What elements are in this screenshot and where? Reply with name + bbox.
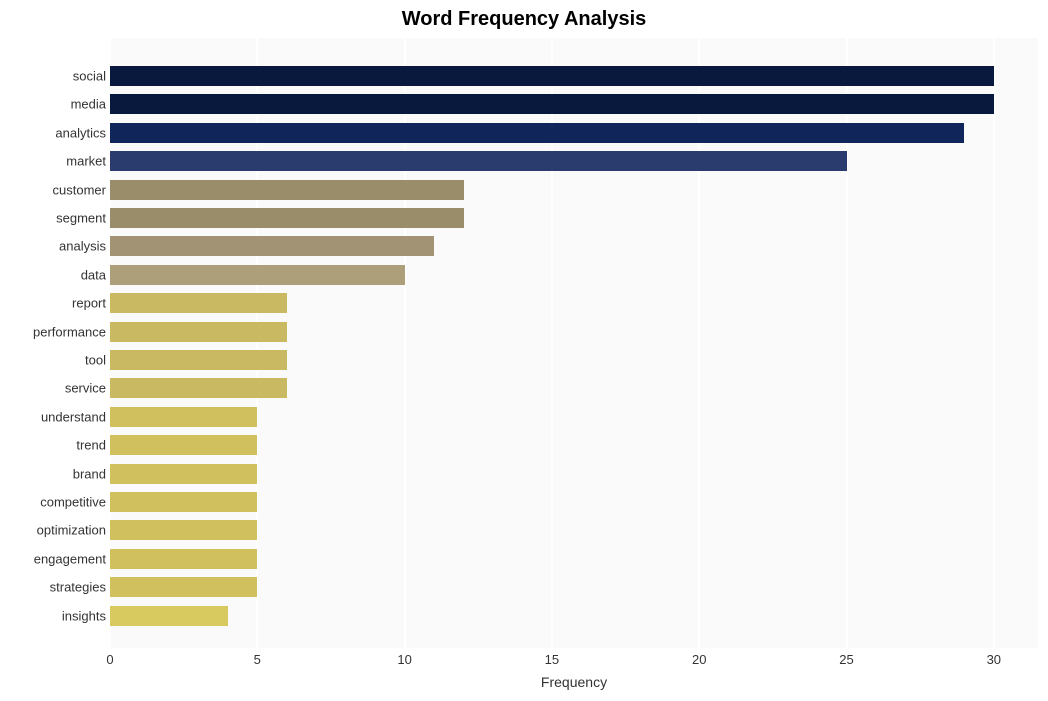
- bar: [110, 123, 964, 143]
- y-tick-label: strategies: [6, 580, 106, 595]
- y-tick-label: social: [6, 69, 106, 84]
- y-tick-label: understand: [6, 409, 106, 424]
- bar: [110, 94, 994, 114]
- bar: [110, 265, 405, 285]
- y-tick-label: customer: [6, 182, 106, 197]
- bar: [110, 577, 257, 597]
- y-tick-label: tool: [6, 353, 106, 368]
- y-tick-label: segment: [6, 211, 106, 226]
- y-tick-label: trend: [6, 438, 106, 453]
- bar: [110, 549, 257, 569]
- y-tick-label: market: [6, 154, 106, 169]
- chart-title: Word Frequency Analysis: [0, 8, 1048, 31]
- grid-line: [993, 38, 995, 648]
- y-tick-label: optimization: [6, 523, 106, 538]
- y-tick-label: insights: [6, 608, 106, 623]
- x-tick-label: 20: [692, 652, 706, 667]
- x-tick-label: 5: [254, 652, 261, 667]
- bar: [110, 293, 287, 313]
- y-tick-label: service: [6, 381, 106, 396]
- y-tick-label: performance: [6, 324, 106, 339]
- bar: [110, 435, 257, 455]
- y-tick-label: competitive: [6, 495, 106, 510]
- bar: [110, 606, 228, 626]
- x-tick-label: 0: [106, 652, 113, 667]
- bar: [110, 350, 287, 370]
- bar: [110, 492, 257, 512]
- y-tick-label: engagement: [6, 551, 106, 566]
- x-tick-label: 25: [839, 652, 853, 667]
- chart-container: Word Frequency Analysis social media analy…: [0, 0, 1048, 701]
- bar: [110, 208, 464, 228]
- x-tick-label: 10: [397, 652, 411, 667]
- plot-area: [110, 38, 1038, 648]
- bar: [110, 322, 287, 342]
- bar: [110, 180, 464, 200]
- bar: [110, 151, 847, 171]
- y-tick-label: brand: [6, 466, 106, 481]
- bar: [110, 378, 287, 398]
- bar: [110, 66, 994, 86]
- bar: [110, 236, 434, 256]
- y-tick-label: analytics: [6, 125, 106, 140]
- y-tick-label: data: [6, 267, 106, 282]
- y-tick-label: analysis: [6, 239, 106, 254]
- x-tick-label: 15: [545, 652, 559, 667]
- x-tick-label: 30: [987, 652, 1001, 667]
- bar: [110, 407, 257, 427]
- y-tick-label: report: [6, 296, 106, 311]
- bar: [110, 520, 257, 540]
- x-axis-label: Frequency: [110, 674, 1038, 690]
- y-tick-label: media: [6, 97, 106, 112]
- bar: [110, 464, 257, 484]
